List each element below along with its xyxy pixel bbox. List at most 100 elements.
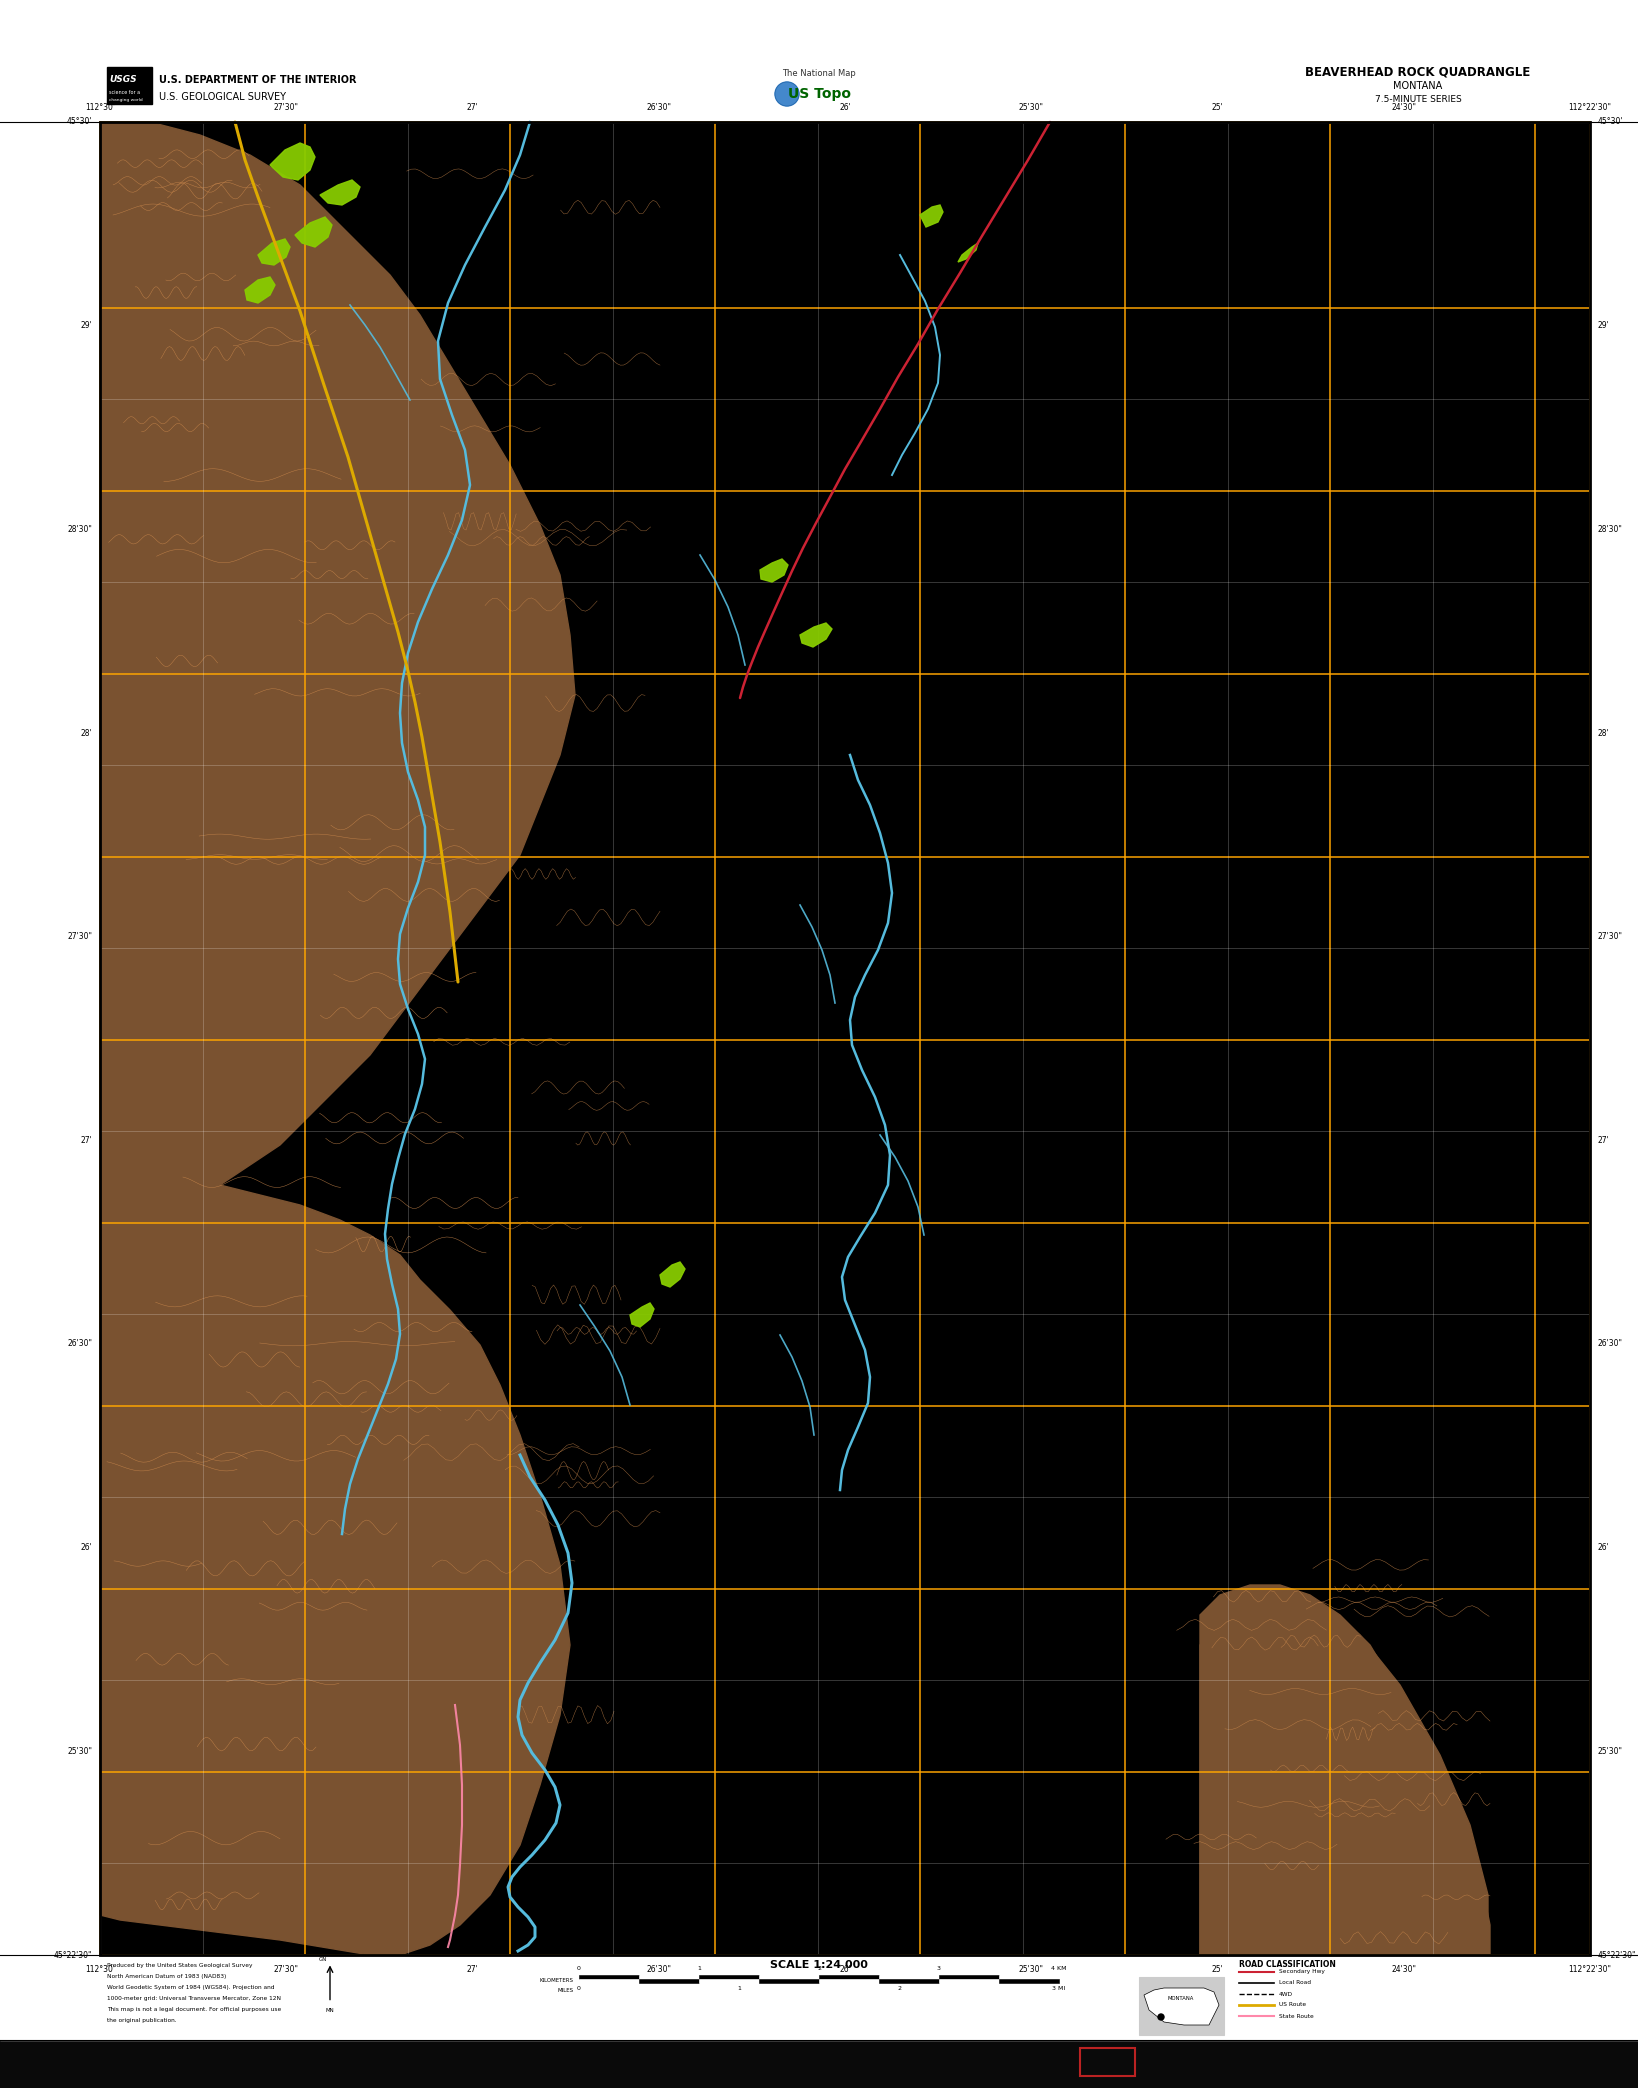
Polygon shape bbox=[799, 622, 832, 647]
Polygon shape bbox=[100, 121, 575, 1194]
Text: 26'30": 26'30" bbox=[647, 102, 672, 113]
Text: 24'30": 24'30" bbox=[1391, 102, 1417, 113]
Text: 27'30": 27'30" bbox=[274, 102, 298, 113]
Bar bbox=[0, 1954, 1638, 2040]
Bar bbox=[699, 1979, 758, 1984]
Text: This map is not a legal document. For official purposes use: This map is not a legal document. For of… bbox=[106, 2007, 282, 2013]
Polygon shape bbox=[1201, 1585, 1491, 1954]
Text: 45°30': 45°30' bbox=[1599, 117, 1623, 127]
Text: 25'30": 25'30" bbox=[1019, 1965, 1043, 1973]
Bar bbox=[939, 1975, 999, 1979]
Text: changing world: changing world bbox=[110, 98, 143, 102]
Text: The National Map: The National Map bbox=[781, 69, 857, 79]
Text: 27': 27' bbox=[467, 1965, 478, 1973]
Text: science for a: science for a bbox=[110, 90, 141, 96]
Text: 1: 1 bbox=[698, 1967, 701, 1971]
Bar bbox=[758, 1975, 819, 1979]
Text: 25': 25' bbox=[1212, 1965, 1224, 1973]
Text: 29': 29' bbox=[80, 322, 92, 330]
Text: 3 MI: 3 MI bbox=[1052, 1986, 1066, 1992]
Text: MONTANA: MONTANA bbox=[1168, 1996, 1194, 2000]
Bar bbox=[639, 1975, 699, 1979]
Text: 26'30": 26'30" bbox=[67, 1340, 92, 1349]
Polygon shape bbox=[295, 217, 333, 246]
Text: 24'30": 24'30" bbox=[1391, 1965, 1417, 1973]
Text: 25': 25' bbox=[1212, 102, 1224, 113]
Bar bbox=[880, 1975, 939, 1979]
Text: BEAVERHEAD ROCK QUADRANGLE: BEAVERHEAD ROCK QUADRANGLE bbox=[1305, 65, 1530, 79]
Bar bbox=[106, 67, 152, 104]
Bar bbox=[880, 1979, 939, 1984]
Bar bbox=[819, 1975, 880, 1979]
Text: U.S. DEPARTMENT OF THE INTERIOR: U.S. DEPARTMENT OF THE INTERIOR bbox=[159, 75, 357, 86]
Bar bbox=[939, 1979, 999, 1984]
Text: 26': 26' bbox=[839, 102, 850, 113]
Text: 0: 0 bbox=[577, 1986, 581, 1992]
Text: Produced by the United States Geological Survey: Produced by the United States Geological… bbox=[106, 1963, 252, 1969]
Text: 2: 2 bbox=[817, 1967, 821, 1971]
Text: 112°22'30": 112°22'30" bbox=[1569, 1965, 1612, 1973]
Text: 25'30": 25'30" bbox=[1019, 102, 1043, 113]
Polygon shape bbox=[246, 278, 275, 303]
Text: 3: 3 bbox=[937, 1967, 940, 1971]
Polygon shape bbox=[259, 238, 290, 265]
Bar bbox=[1079, 2048, 1135, 2075]
Text: 26': 26' bbox=[839, 1965, 850, 1973]
Text: 28'30": 28'30" bbox=[1599, 524, 1623, 535]
Text: 1: 1 bbox=[737, 1986, 740, 1992]
Bar bbox=[0, 0, 1638, 121]
Bar bbox=[1138, 1977, 1224, 2036]
Text: 112°30': 112°30' bbox=[85, 1965, 115, 1973]
Text: 26': 26' bbox=[1599, 1543, 1610, 1551]
Text: 112°30': 112°30' bbox=[85, 102, 115, 113]
Text: 26': 26' bbox=[80, 1543, 92, 1551]
Polygon shape bbox=[921, 205, 943, 228]
Text: SCALE 1:24 000: SCALE 1:24 000 bbox=[770, 1961, 868, 1969]
Circle shape bbox=[1158, 2015, 1165, 2019]
Text: 45°22'30": 45°22'30" bbox=[54, 1950, 92, 1959]
Bar bbox=[0, 2040, 1638, 2088]
Text: 27': 27' bbox=[80, 1136, 92, 1144]
Text: 27': 27' bbox=[467, 102, 478, 113]
Polygon shape bbox=[1143, 1988, 1219, 2025]
Text: the original publication.: the original publication. bbox=[106, 2017, 177, 2023]
Bar bbox=[578, 1975, 639, 1979]
Text: 4 KM: 4 KM bbox=[1052, 1967, 1066, 1971]
Text: Local Road: Local Road bbox=[1279, 1982, 1310, 1986]
Bar bbox=[0, 121, 100, 1954]
Text: 45°22'30": 45°22'30" bbox=[1599, 1950, 1636, 1959]
Polygon shape bbox=[1201, 1595, 1487, 1954]
Text: World Geodetic System of 1984 (WGS84). Projection and: World Geodetic System of 1984 (WGS84). P… bbox=[106, 1986, 275, 1990]
Bar bbox=[699, 1975, 758, 1979]
Text: US Route: US Route bbox=[1279, 2002, 1305, 2007]
Text: 0: 0 bbox=[577, 1967, 581, 1971]
Text: ROAD CLASSIFICATION: ROAD CLASSIFICATION bbox=[1238, 1961, 1337, 1969]
Polygon shape bbox=[958, 242, 978, 261]
Text: MN: MN bbox=[326, 2007, 334, 2013]
Bar bbox=[758, 1979, 819, 1984]
Polygon shape bbox=[631, 1303, 654, 1328]
Text: 27'30": 27'30" bbox=[67, 931, 92, 942]
Text: 7.5-MINUTE SERIES: 7.5-MINUTE SERIES bbox=[1374, 96, 1461, 104]
Text: 112°22'30": 112°22'30" bbox=[1569, 102, 1612, 113]
Text: 27': 27' bbox=[1599, 1136, 1610, 1144]
Bar bbox=[100, 121, 1590, 1954]
Text: 26'30": 26'30" bbox=[1599, 1340, 1623, 1349]
Text: 29': 29' bbox=[1599, 322, 1610, 330]
Text: U.S. GEOLOGICAL SURVEY: U.S. GEOLOGICAL SURVEY bbox=[159, 92, 287, 102]
Polygon shape bbox=[760, 560, 788, 583]
Polygon shape bbox=[270, 142, 314, 180]
Text: North American Datum of 1983 (NAD83): North American Datum of 1983 (NAD83) bbox=[106, 1973, 226, 1979]
Text: GN: GN bbox=[319, 1956, 328, 1963]
Text: 28': 28' bbox=[1599, 729, 1610, 737]
Bar bbox=[1590, 121, 1638, 1954]
Text: Secondary Hwy: Secondary Hwy bbox=[1279, 1969, 1325, 1975]
Text: 2: 2 bbox=[898, 1986, 901, 1992]
Text: 25'30": 25'30" bbox=[67, 1748, 92, 1756]
Text: US Topo: US Topo bbox=[788, 88, 850, 100]
Text: KILOMETERS: KILOMETERS bbox=[541, 1979, 573, 1984]
Bar bbox=[578, 1979, 639, 1984]
Bar bbox=[100, 121, 1590, 1954]
Text: 28': 28' bbox=[80, 729, 92, 737]
Circle shape bbox=[775, 81, 799, 106]
